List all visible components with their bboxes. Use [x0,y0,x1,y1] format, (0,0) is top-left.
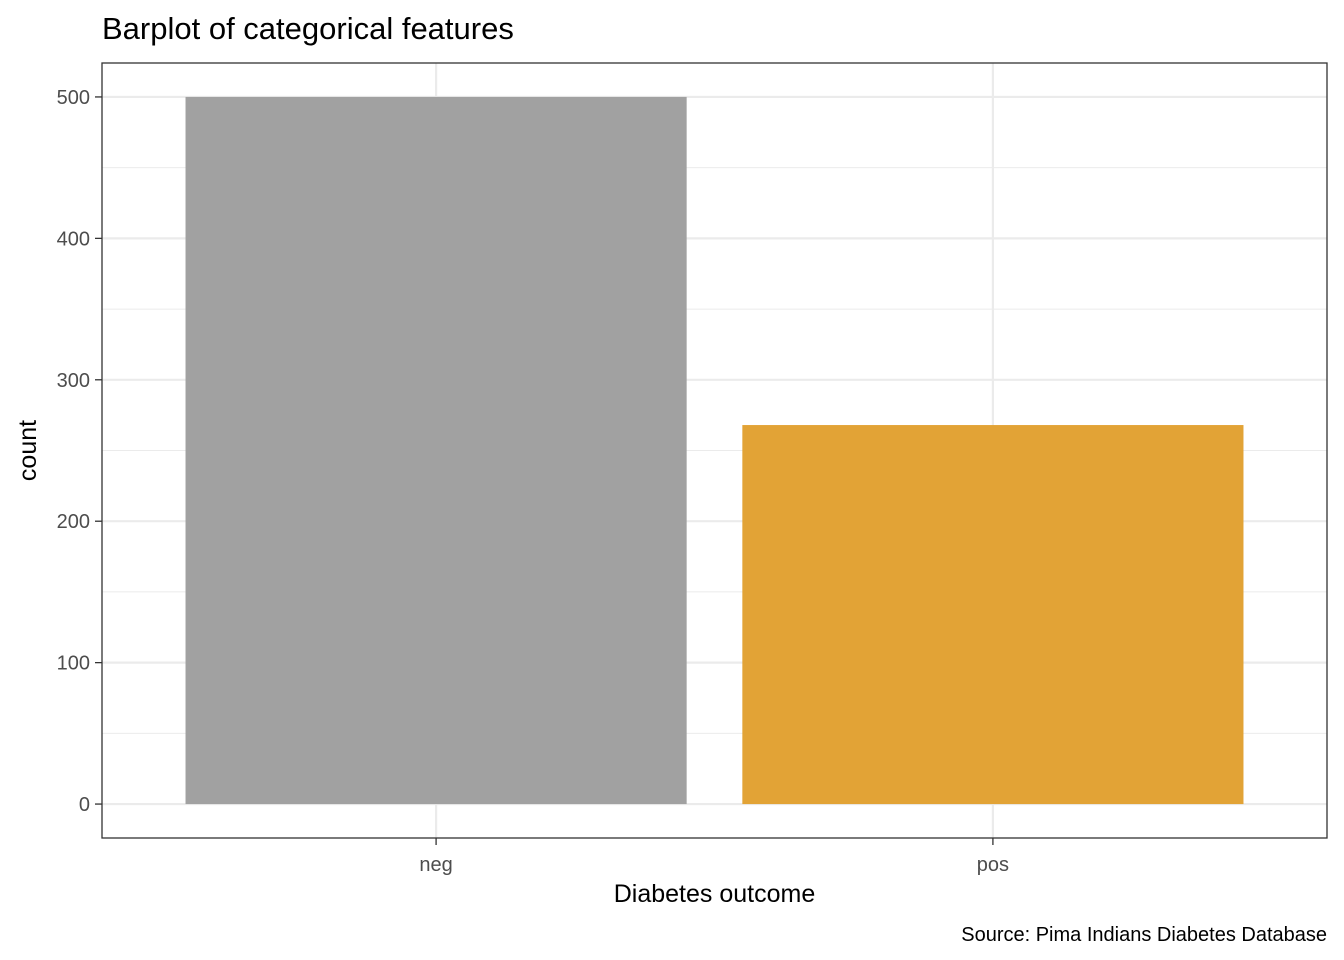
bar-neg [185,96,687,805]
y-tick-label: 0 [79,794,90,816]
y-tick-label: 500 [57,87,90,109]
plot-panel [101,62,1328,839]
x-tick-label: pos [977,854,1009,876]
y-axis: 0 100 200 300 400 500 [57,87,102,816]
bar-pos [742,425,1244,805]
panel-border [101,62,1328,839]
y-tick-label: 300 [57,370,90,392]
y-tick-label: 200 [57,511,90,533]
y-tick-label: 100 [57,653,90,675]
x-axis: neg pos [419,838,1009,876]
y-tick-label: 400 [57,228,90,250]
chart-caption: Source: Pima Indians Diabetes Database [961,924,1327,946]
x-tick-label: neg [419,854,452,876]
bars [185,96,1244,805]
x-axis-title: Diabetes outcome [614,880,816,908]
chart-title: Barplot of categorical features [102,11,514,46]
y-axis-title: count [14,420,42,481]
